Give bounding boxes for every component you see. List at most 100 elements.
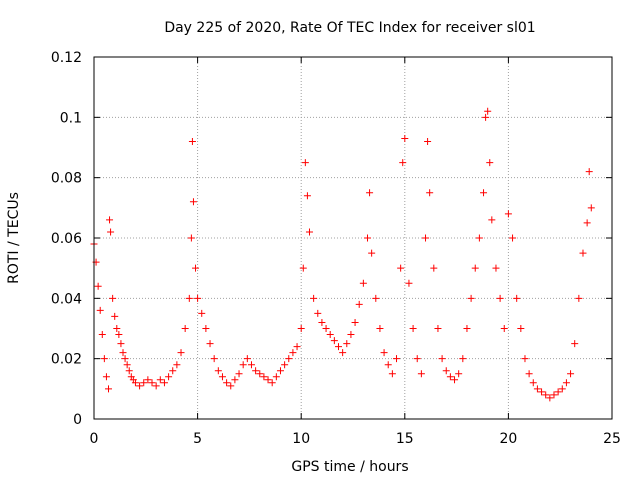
data-point xyxy=(571,340,579,348)
data-point xyxy=(388,370,396,378)
grid-lines xyxy=(94,57,612,419)
data-point xyxy=(100,355,108,363)
data-point xyxy=(119,349,127,357)
data-point xyxy=(160,379,168,387)
data-point xyxy=(272,373,280,381)
x-tick-label: 20 xyxy=(499,431,517,447)
data-point xyxy=(399,159,407,167)
data-point xyxy=(107,228,115,236)
y-tick-label: 0.1 xyxy=(60,110,82,126)
data-point xyxy=(264,376,272,384)
data-point xyxy=(94,282,102,290)
data-point xyxy=(459,355,467,363)
data-point xyxy=(169,367,177,375)
data-point xyxy=(125,367,133,375)
data-point xyxy=(210,355,218,363)
data-point xyxy=(247,361,255,369)
data-point xyxy=(434,325,442,332)
data-point xyxy=(529,379,537,387)
data-point xyxy=(587,204,595,212)
data-point xyxy=(281,361,289,369)
data-point xyxy=(482,113,490,121)
data-point xyxy=(521,355,529,363)
data-point xyxy=(123,361,131,369)
data-point xyxy=(368,249,376,257)
data-point xyxy=(480,189,488,197)
data-point xyxy=(115,331,123,339)
data-point xyxy=(109,294,117,302)
data-point xyxy=(567,370,575,378)
data-point xyxy=(202,325,210,332)
data-point xyxy=(488,216,496,224)
data-point xyxy=(105,385,113,393)
axis-ticks xyxy=(93,56,613,420)
data-point xyxy=(301,159,309,167)
data-point xyxy=(289,349,297,357)
data-point xyxy=(409,325,417,332)
data-point xyxy=(504,210,512,218)
data-point xyxy=(438,355,446,363)
y-axis-label: ROTI / TECUs xyxy=(6,192,22,284)
data-point xyxy=(96,306,104,314)
data-point xyxy=(538,388,546,396)
x-tick-label: 25 xyxy=(603,431,621,447)
data-point xyxy=(422,234,430,242)
data-point xyxy=(239,361,247,369)
data-point xyxy=(305,228,313,236)
y-tick-label: 0.04 xyxy=(51,291,82,307)
data-point xyxy=(334,343,342,351)
data-point xyxy=(106,216,114,224)
data-point xyxy=(140,379,148,387)
data-point xyxy=(492,264,500,272)
data-point xyxy=(558,385,566,393)
data-point xyxy=(243,355,251,363)
data-point xyxy=(111,312,119,320)
data-point xyxy=(322,325,330,332)
data-point xyxy=(223,379,231,387)
data-point xyxy=(451,376,459,384)
data-point xyxy=(198,309,206,317)
data-point xyxy=(585,168,593,176)
data-point xyxy=(509,234,517,242)
data-point xyxy=(463,325,471,332)
data-point xyxy=(393,355,401,363)
data-point xyxy=(446,373,454,381)
data-point xyxy=(405,279,413,287)
data-point xyxy=(486,159,494,167)
data-point xyxy=(330,337,338,345)
y-tick-label: 0.08 xyxy=(51,171,82,187)
data-point xyxy=(366,189,374,197)
data-point xyxy=(376,325,384,332)
data-point xyxy=(144,376,152,384)
data-point xyxy=(214,367,222,375)
data-point xyxy=(102,373,110,381)
data-point xyxy=(397,264,405,272)
x-tick-label: 5 xyxy=(193,431,202,447)
data-point xyxy=(484,107,492,115)
x-tick-labels: 0 5 10 15 20 25 xyxy=(90,431,621,447)
data-point xyxy=(252,367,260,375)
data-point xyxy=(347,331,355,339)
data-point xyxy=(384,361,392,369)
data-point xyxy=(285,355,293,363)
data-point xyxy=(467,294,475,302)
data-point xyxy=(413,355,421,363)
data-point xyxy=(235,370,243,378)
data-point xyxy=(136,382,144,390)
data-point xyxy=(177,349,185,357)
data-point xyxy=(121,355,129,363)
data-point xyxy=(231,376,239,384)
data-point xyxy=(442,367,450,375)
data-point xyxy=(206,340,214,348)
data-point xyxy=(148,379,156,387)
data-point xyxy=(303,192,311,200)
data-point xyxy=(181,325,189,332)
data-point xyxy=(364,234,372,242)
data-point xyxy=(276,367,284,375)
data-point xyxy=(542,391,550,399)
x-tick-label: 0 xyxy=(90,431,99,447)
data-point xyxy=(152,382,160,390)
data-point xyxy=(268,379,276,387)
data-point xyxy=(188,137,196,145)
